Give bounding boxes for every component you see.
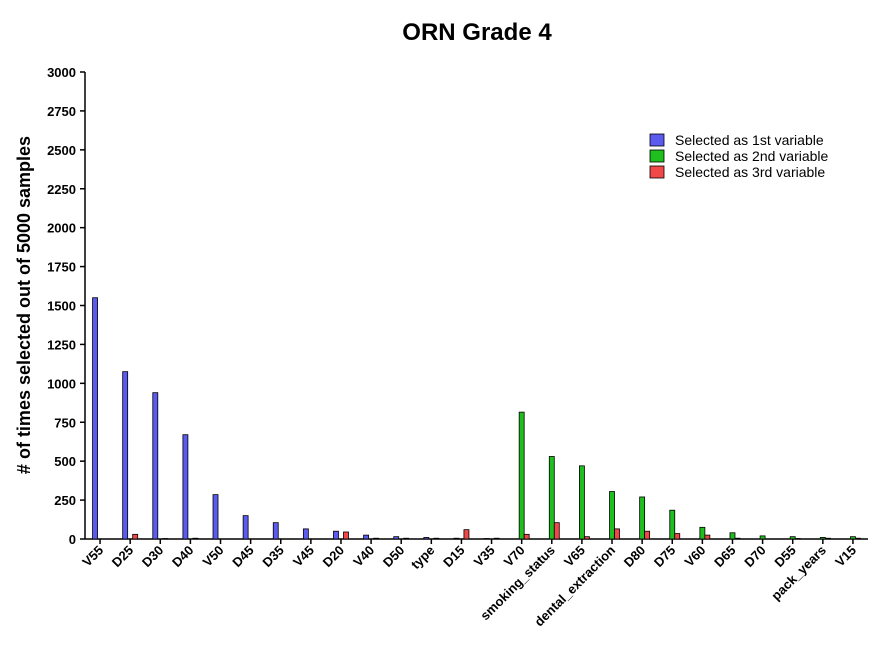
x-tick-label: V45 — [290, 543, 317, 570]
x-tick-label: V40 — [350, 543, 377, 570]
x-tick-label: V15 — [832, 543, 859, 570]
x-tick-label: D50 — [380, 543, 407, 570]
bar — [132, 533, 139, 540]
y-tick-label: 2000 — [47, 221, 76, 236]
x-tick-label: V50 — [200, 543, 227, 570]
y-tick-label: 2250 — [47, 182, 76, 197]
x-tick-label: type — [408, 543, 438, 573]
bar — [584, 536, 590, 540]
bar — [855, 537, 861, 540]
bar — [729, 532, 736, 540]
x-tick-label: pack_years — [768, 543, 829, 604]
bar — [819, 537, 826, 540]
bar — [614, 528, 620, 540]
x-tick-label: V35 — [471, 543, 498, 570]
legend-label: Selected as 2nd variable — [675, 148, 829, 164]
bar — [674, 533, 681, 540]
bar — [463, 529, 470, 540]
y-tick-label: 250 — [54, 493, 76, 508]
bar — [122, 371, 129, 540]
bar — [789, 536, 796, 540]
legend-swatch — [649, 149, 665, 163]
y-axis-label: # of times selected out of 5000 samples — [14, 136, 34, 474]
bar — [759, 535, 766, 540]
bar — [343, 531, 349, 540]
x-tick-label: D15 — [440, 543, 467, 570]
bar — [433, 537, 440, 540]
bar — [272, 522, 279, 540]
bar — [333, 530, 339, 540]
bar — [423, 537, 430, 540]
bar — [92, 297, 98, 540]
bar — [579, 465, 585, 540]
x-tick-label: D30 — [139, 543, 166, 570]
bar — [453, 537, 460, 540]
bar — [639, 496, 646, 540]
legend-label: Selected as 1st variable — [675, 132, 824, 148]
bar — [523, 533, 530, 540]
x-tick-label: D20 — [320, 543, 347, 570]
bar — [493, 537, 500, 540]
y-tick-label: 1000 — [47, 376, 76, 391]
bar — [302, 528, 309, 540]
bar — [553, 522, 560, 540]
x-tick-label: D65 — [711, 543, 738, 570]
bar — [734, 537, 741, 540]
y-tick-label: 1250 — [47, 337, 76, 352]
x-tick-label: D45 — [229, 543, 256, 570]
bar — [824, 537, 831, 540]
y-tick-label: 1500 — [47, 299, 76, 314]
x-tick-label: D75 — [651, 543, 678, 570]
bar — [548, 456, 555, 540]
bar — [850, 536, 856, 540]
bar — [403, 537, 410, 540]
y-tick-label: 1750 — [47, 260, 76, 275]
bar — [699, 526, 706, 540]
bar — [192, 537, 199, 540]
bar — [182, 434, 189, 540]
bar — [609, 491, 615, 540]
bar — [644, 530, 651, 540]
chart-title: ORN Grade 4 — [402, 19, 552, 46]
bar — [518, 411, 525, 540]
bar — [363, 534, 369, 540]
legend-swatch — [649, 165, 665, 179]
x-tick-label: V60 — [682, 543, 709, 570]
x-tick-label: V55 — [79, 543, 106, 570]
bar — [669, 509, 676, 540]
bar — [212, 494, 219, 540]
legend-label: Selected as 3rd variable — [675, 164, 825, 180]
x-tick-label: D25 — [109, 543, 136, 570]
y-tick-label: 750 — [54, 415, 76, 430]
x-tick-label: D40 — [169, 543, 196, 570]
y-tick-label: 2500 — [47, 143, 76, 158]
legend-swatch — [649, 133, 665, 147]
x-tick-label: D70 — [741, 543, 768, 570]
bar — [393, 536, 400, 540]
x-tick-label: D80 — [621, 543, 648, 570]
y-tick-label: 0 — [69, 532, 76, 547]
bar — [373, 537, 379, 540]
bar — [152, 392, 159, 540]
y-tick-label: 3000 — [47, 65, 76, 80]
y-tick-label: 500 — [54, 454, 76, 469]
bar — [704, 534, 711, 540]
x-tick-label: D35 — [259, 543, 286, 570]
y-tick-label: 2750 — [47, 104, 76, 119]
bar — [242, 515, 249, 540]
